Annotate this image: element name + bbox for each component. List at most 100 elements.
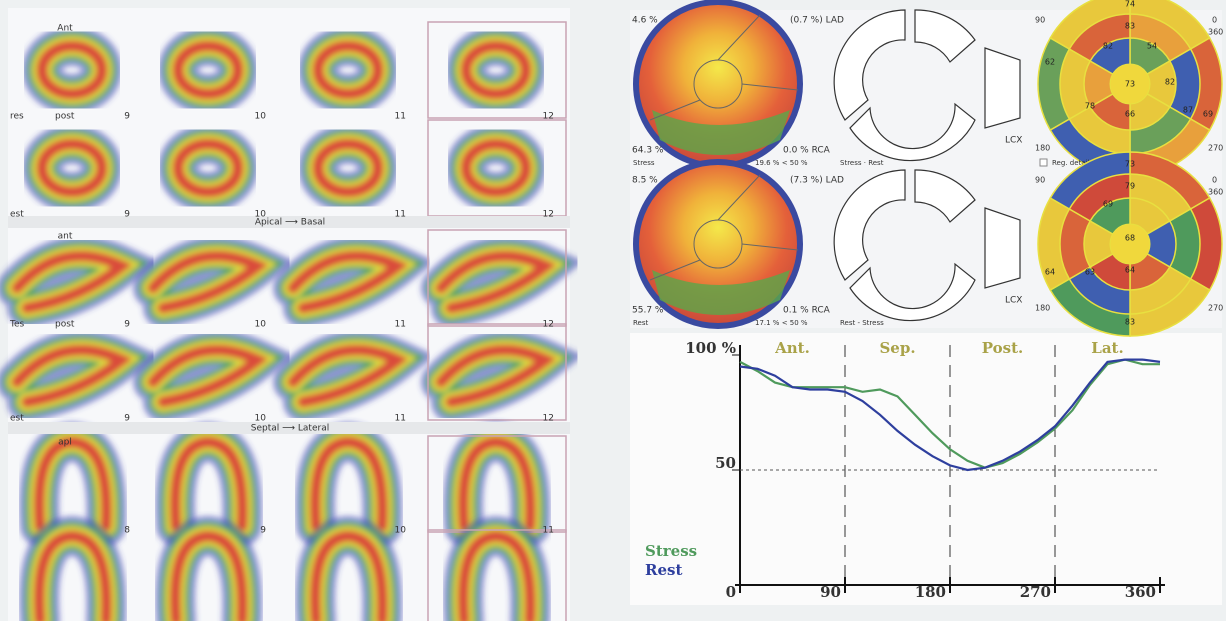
profile-line — [739, 358, 1160, 469]
slice-layer — [36, 138, 108, 198]
slice-layer — [169, 530, 248, 621]
slice-layer — [460, 138, 532, 198]
slice-image — [22, 124, 123, 212]
slice-number: 10 — [395, 526, 407, 536]
slice-number: 11 — [395, 320, 406, 330]
slice-layer — [460, 40, 532, 100]
x-tick-label: 360 — [1125, 583, 1156, 601]
divider-label: Apical ⟶ Basal — [255, 218, 325, 228]
slice-side-label: post — [55, 112, 75, 122]
segment — [1128, 219, 1177, 269]
segment-value: 73 — [1125, 80, 1135, 89]
segment-value: 83 — [1125, 22, 1135, 31]
profile-line — [739, 358, 1161, 472]
slice-layer — [287, 250, 409, 314]
slice-number: 11 — [395, 112, 406, 122]
slice-layer — [287, 344, 409, 408]
slice-image — [22, 26, 123, 114]
x-tick-label: 270 — [1020, 583, 1051, 601]
territory-outline — [833, 9, 1021, 162]
segment — [1083, 219, 1132, 269]
segment-value: 78 — [1085, 102, 1095, 111]
x-tick-label: 0 — [726, 583, 736, 601]
segment-value: 64 — [1045, 268, 1055, 277]
map-corner: (0.7 %) LAD — [790, 16, 844, 26]
slice-number: 9 — [124, 320, 130, 330]
map-corner: 0.0 % RCA — [783, 146, 831, 156]
map-footer: 17.1 % < 50 % — [755, 319, 808, 327]
slice-number: 10 — [255, 320, 267, 330]
region-label: Sep. — [879, 339, 915, 357]
map-footer: Rest — [633, 319, 649, 327]
slice-layer — [309, 530, 388, 621]
slice-image — [0, 330, 160, 422]
segment — [1083, 59, 1132, 109]
map-corner: 64.3 % — [632, 146, 664, 156]
slice-number: 9 — [124, 414, 130, 424]
slice-image — [295, 515, 403, 621]
segment-apex — [1109, 63, 1151, 105]
slice-image — [158, 124, 259, 212]
slice-image — [443, 515, 551, 621]
slice-image — [19, 515, 127, 621]
map-angle: 270 — [1208, 304, 1223, 313]
y-tick-label: 100 % — [685, 339, 736, 357]
segment-value: 87 — [1183, 106, 1193, 115]
segment-value: 64 — [1125, 266, 1135, 275]
map-angle: 180 — [1035, 144, 1050, 153]
slice-side-label: est — [10, 414, 24, 424]
slice-image — [298, 124, 399, 212]
x-tick-label: 90 — [820, 583, 841, 601]
map-footer: Rest - Stress — [840, 319, 884, 327]
slice-number: 12 — [543, 112, 554, 122]
slice-frame — [427, 323, 567, 421]
slice-layer — [435, 344, 557, 408]
segment-value: 62 — [1045, 58, 1055, 67]
segment-value: 66 — [1125, 110, 1135, 119]
slice-layer — [33, 436, 112, 532]
territory-line — [649, 174, 799, 281]
segment-value: 73 — [1125, 160, 1135, 169]
segment-value: 69 — [1103, 200, 1113, 209]
slice-layer — [312, 40, 384, 100]
slice-layer — [172, 138, 244, 198]
map-footer: 19.6 % < 50 % — [755, 159, 808, 167]
slice-image — [295, 421, 403, 546]
slice-layer — [36, 40, 108, 100]
slice-side-label: Tes — [9, 320, 25, 330]
polar-defect — [652, 270, 790, 315]
map-angle: 270 — [1208, 144, 1223, 153]
segment-value: 69 — [1203, 110, 1213, 119]
map-corner: 8.5 % — [632, 176, 658, 186]
slice-image — [273, 236, 436, 328]
divider-strip — [8, 422, 570, 434]
slice-layer — [172, 40, 244, 100]
map-territory: LCX — [1005, 136, 1022, 146]
slice-image — [155, 421, 263, 546]
segment-value: 79 — [1125, 182, 1135, 191]
map-angle: 180 — [1035, 304, 1050, 313]
slice-number: 10 — [255, 414, 267, 424]
slice-number: 12 — [543, 320, 554, 330]
segment-value: 63 — [1085, 268, 1095, 277]
slice-layer — [11, 250, 133, 314]
map-footer: Stress — [633, 159, 655, 167]
slice-layer — [147, 344, 269, 408]
slice-image — [446, 26, 547, 114]
slice-number: 11 — [543, 526, 554, 536]
slice-frame — [427, 529, 567, 621]
slice-image — [273, 330, 436, 422]
slice-number: 9 — [260, 526, 266, 536]
slice-number: 10 — [255, 112, 267, 122]
slice-layer — [33, 530, 112, 621]
slice-number: 11 — [395, 210, 406, 220]
map-corner: 4.6 % — [632, 16, 658, 26]
y-tick-label: 50 — [715, 454, 736, 472]
segment-value: 83 — [1125, 318, 1135, 327]
map-angle: 90 — [1035, 16, 1045, 25]
slice-number: 8 — [124, 526, 130, 536]
map-corner: 0.1 % RCA — [783, 306, 831, 316]
x-tick-label: 180 — [915, 583, 946, 601]
